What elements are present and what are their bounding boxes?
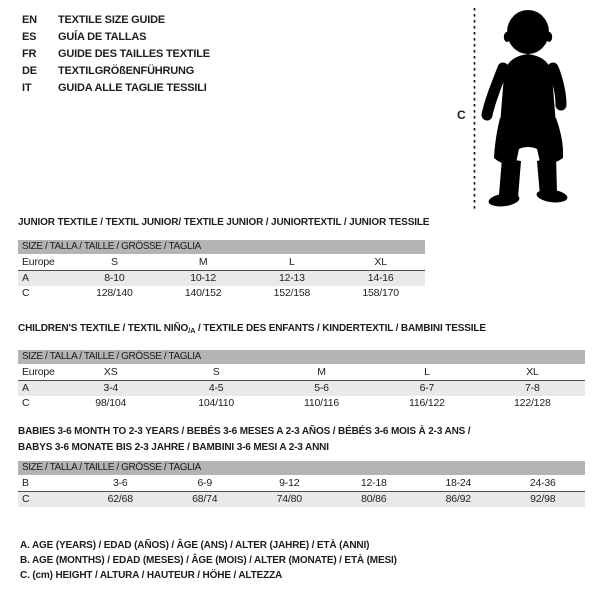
language-code: DE — [22, 65, 37, 77]
babies-section-title: BABIES 3-6 MONTH TO 2-3 YEARS / BEBÉS 3-… — [18, 424, 471, 456]
language-title: GUÍA DE TALLAS — [58, 31, 147, 43]
table-row: C 98/104 104/110 110/116 116/122 122/128 — [18, 396, 585, 411]
language-list: EN TEXTILE SIZE GUIDE ES GUÍA DE TALLAS … — [22, 12, 210, 97]
baby-figure: C — [457, 8, 568, 211]
table-cell: 92/98 — [530, 493, 556, 505]
language-row-es: ES GUÍA DE TALLAS — [22, 29, 210, 46]
language-title: GUIDE DES TAILLES TEXTILE — [58, 48, 210, 60]
legend-line-c: C. (cm) HEIGHT / ALTURA / HAUTEUR / HÖHE… — [20, 570, 283, 581]
table-cell: 24-36 — [529, 477, 556, 489]
legend-line-b: B. AGE (MONTHS) / EDAD (MESES) / ÂGE (MO… — [20, 555, 397, 566]
row-label: C — [22, 397, 30, 409]
table-cell: 12-18 — [360, 477, 387, 489]
column-header: S — [110, 256, 118, 268]
children-size-table: SIZE / TALLA / TAILLE / GRÖSSE / TAGLIA … — [18, 350, 585, 411]
legend-line-a: A. AGE (YEARS) / EDAD (AÑOS) / ÂGE (ANS)… — [20, 540, 370, 551]
column-header: L — [424, 366, 430, 378]
junior-size-table: SIZE / TALLA / TAILLE / GRÖSSE / TAGLIA … — [18, 240, 425, 301]
language-code: IT — [22, 82, 32, 94]
table-cell: 8-10 — [104, 272, 125, 284]
table-cell: 110/116 — [304, 397, 340, 409]
column-header: XL — [374, 256, 387, 268]
children-title-subscript: /A — [188, 326, 196, 335]
row-label: C — [22, 287, 30, 299]
language-code: EN — [22, 14, 37, 26]
language-row-en: EN TEXTILE SIZE GUIDE — [22, 12, 210, 29]
column-header: M — [198, 256, 208, 268]
column-header: Europe — [22, 256, 55, 268]
table-cell: 74/80 — [276, 493, 302, 505]
table-row: C 128/140 140/152 152/158 158/170 — [18, 286, 425, 301]
language-code: ES — [22, 31, 37, 43]
table-cell: 104/110 — [198, 397, 234, 409]
table-cell: 18-24 — [445, 477, 472, 489]
babies-title-line1: BABIES 3-6 MONTH TO 2-3 YEARS / BEBÉS 3-… — [18, 426, 471, 437]
language-title: TEXTILE SIZE GUIDE — [58, 14, 166, 26]
table-cell: 3-4 — [103, 382, 118, 394]
row-label: B — [22, 477, 29, 489]
table-cell: 152/158 — [273, 287, 311, 299]
table-cell: 6-9 — [197, 477, 213, 489]
table-cell: 158/170 — [362, 287, 399, 299]
row-label: A — [22, 272, 29, 284]
table-cell: 14-16 — [367, 272, 394, 284]
table-cell: 86/92 — [445, 493, 471, 505]
children-title-part1: CHILDREN'S TEXTILE / TEXTIL NIÑO — [18, 323, 189, 334]
table-cell: 3-6 — [112, 477, 128, 489]
table-row: C 62/68 68/74 74/80 80/86 86/92 92/98 — [18, 492, 585, 507]
table-cell: 98/104 — [95, 397, 127, 409]
size-header-bar: SIZE / TALLA / TAILLE / GRÖSSE / TAGLIA — [18, 240, 425, 254]
language-row-it: IT GUIDA ALLE TAGLIE TESSILI — [22, 80, 210, 97]
babies-size-table: SIZE / TALLA / TAILLE / GRÖSSE / TAGLIA … — [18, 461, 585, 507]
size-header-bar: SIZE / TALLA / TAILLE / GRÖSSE / TAGLIA — [18, 461, 585, 475]
column-header: M — [317, 366, 326, 378]
baby-silhouette-icon — [481, 10, 568, 207]
table-cell: 62/68 — [107, 493, 133, 505]
column-header: S — [212, 366, 220, 378]
table-cell: 10-12 — [190, 272, 217, 284]
table-cell: 5-6 — [314, 382, 329, 394]
size-header-bar: SIZE / TALLA / TAILLE / GRÖSSE / TAGLIA — [18, 350, 585, 364]
children-title-part2: / TEXTILE DES ENFANTS / KINDERTEXTIL / B… — [195, 323, 486, 334]
table-cell: 4-5 — [208, 382, 224, 394]
table-cell: 80/86 — [361, 493, 387, 505]
table-cell: 140/152 — [184, 287, 222, 299]
children-section-title: CHILDREN'S TEXTILE / TEXTIL NIÑO/A / TEX… — [18, 323, 486, 335]
table-row: A 8-10 10-12 12-13 14-16 — [18, 271, 425, 286]
table-cell: 68/74 — [192, 493, 218, 505]
legend: A. AGE (YEARS) / EDAD (AÑOS) / ÂGE (ANS)… — [20, 538, 397, 583]
row-label: C — [22, 493, 30, 505]
table-cell: 128/140 — [96, 287, 133, 299]
language-title: TEXTILGRÖßENFÜHRUNG — [58, 65, 195, 77]
table-row: B 3-6 6-9 9-12 12-18 18-24 24-36 — [18, 475, 585, 492]
column-header: XL — [526, 366, 539, 378]
table-row: A 3-4 4-5 5-6 6-7 7-8 — [18, 381, 585, 396]
table-cell: 6-7 — [419, 382, 435, 394]
column-header-row: Europe XS S M L XL — [18, 364, 585, 381]
language-title: GUIDA ALLE TAGLIE TESSILI — [58, 82, 207, 94]
babies-title-line2: BABYS 3-6 MONATE BIS 2-3 JAHRE / BAMBINI… — [18, 442, 329, 453]
column-header: XS — [103, 366, 118, 378]
column-header: L — [289, 256, 295, 268]
language-row-de: DE TEXTILGRÖßENFÜHRUNG — [22, 63, 210, 80]
table-cell: 7-8 — [525, 382, 540, 394]
table-cell: 9-12 — [279, 477, 300, 489]
column-header-row: Europe S M L XL — [18, 254, 425, 271]
table-cell: 122/128 — [514, 397, 551, 409]
column-header: Europe — [22, 366, 55, 378]
table-cell: 116/122 — [409, 397, 445, 409]
language-code: FR — [22, 48, 37, 60]
height-label: C — [457, 108, 466, 122]
junior-section-title: JUNIOR TEXTILE / TEXTIL JUNIOR/ TEXTILE … — [18, 217, 430, 228]
table-cell: 12-13 — [278, 272, 305, 284]
language-row-fr: FR GUIDE DES TAILLES TEXTILE — [22, 46, 210, 63]
row-label: A — [22, 382, 29, 394]
